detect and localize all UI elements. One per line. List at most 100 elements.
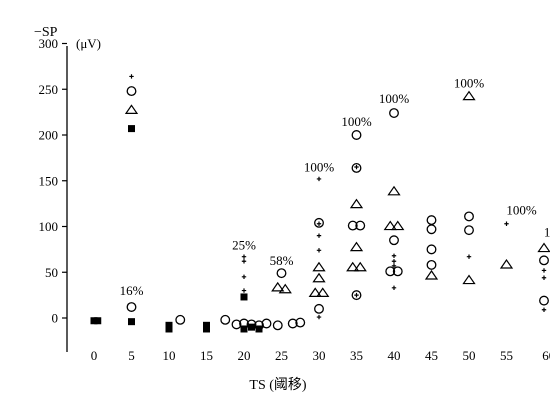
x-tick-label: 0 (91, 348, 98, 363)
circle-point (295, 317, 306, 328)
y-tick-label: 0 (52, 311, 59, 326)
x-tick-label: 45 (425, 348, 438, 363)
y-axis-title: −SP (34, 25, 58, 40)
percent-annotation: 25% (232, 237, 256, 252)
square-point (255, 325, 263, 333)
percent-annotation: 100% (379, 91, 410, 106)
square-point (165, 325, 173, 333)
circle-point (426, 224, 437, 235)
triangle-point (462, 274, 476, 285)
plus-point (354, 164, 359, 170)
plus-point (241, 259, 247, 264)
triangle-point (349, 198, 364, 209)
plus-point (541, 307, 547, 312)
triangle-point (424, 269, 439, 280)
circle-point (276, 268, 287, 279)
circle-point (175, 314, 186, 325)
y-tick-label: 300 (39, 36, 59, 51)
annotations: 16% 25% 58% 100% 100% 100% 100% 100% 100% (120, 75, 550, 298)
triangle-point (308, 287, 322, 297)
circle-point (351, 162, 362, 173)
x-tick-label: 25 (275, 348, 288, 363)
y-axis-unit: (μV) (76, 36, 101, 51)
square-point (203, 325, 210, 333)
percent-annotation: 100% (341, 114, 372, 129)
percent-annotation: 58% (270, 253, 294, 268)
square-point (90, 317, 98, 325)
square-point (240, 325, 248, 333)
plus-point (391, 285, 397, 291)
plus-point (354, 292, 359, 298)
square-point (203, 321, 210, 329)
circle-point (426, 215, 437, 226)
circle-point (220, 314, 231, 325)
x-tick-label: 20 (238, 348, 251, 363)
circle-point (426, 259, 437, 270)
triangle-point (537, 242, 550, 253)
triangle-point (387, 185, 401, 196)
x-tick-label: 30 (313, 348, 326, 363)
circle-point (126, 86, 137, 97)
circle-point (231, 319, 242, 330)
circle-point (389, 235, 399, 246)
triangle-point (462, 90, 476, 101)
plus-point (241, 288, 247, 293)
circle-point (261, 318, 272, 329)
circle-point (314, 303, 324, 314)
square-point (165, 321, 173, 329)
percent-annotation: 100% (454, 75, 485, 90)
x-tick-label: 50 (463, 348, 476, 363)
plus-point (391, 259, 397, 264)
x-tick-label: 10 (163, 348, 176, 363)
triangle-point (124, 104, 139, 114)
y-tick-label: 150 (39, 173, 59, 188)
triangle-point (278, 283, 292, 294)
x-axis-title: TS (阈移) (249, 377, 306, 393)
plus-point (316, 221, 322, 226)
x-tick-label: 40 (388, 348, 401, 363)
plus-point (541, 268, 547, 273)
triangle-point (349, 241, 364, 252)
x-tick-label: 60 dB (542, 348, 550, 363)
plus-point (391, 253, 397, 258)
circle-point (287, 318, 298, 329)
circle-point (464, 225, 474, 236)
triangle-point (499, 258, 514, 269)
triangle-point (346, 261, 360, 272)
plus-point (241, 274, 247, 280)
circle-point (126, 302, 137, 312)
circle-point (464, 211, 474, 222)
x-tick-label: 55 (500, 348, 513, 363)
circle-point (392, 266, 403, 277)
triangle-point (353, 261, 367, 272)
circle-point (347, 220, 358, 231)
plus-point (391, 263, 397, 269)
circle-point (385, 266, 396, 277)
plus-point (316, 176, 322, 182)
plus-point (129, 74, 134, 79)
plus-point (241, 254, 247, 259)
square-point (240, 293, 248, 301)
plus-point (504, 221, 509, 226)
circle-point (426, 244, 437, 255)
circle-point (272, 320, 283, 331)
data-points (90, 74, 550, 333)
x-tick-label: 35 (350, 348, 363, 363)
percent-annotation: 100% (304, 160, 335, 175)
x-tick-label: 5 (128, 348, 135, 363)
plus-point (466, 254, 472, 259)
circle-point (355, 220, 366, 231)
plus-point (316, 314, 322, 320)
y-tick-label: 100 (39, 219, 59, 234)
y-tick-label: 250 (39, 82, 59, 97)
percent-annotation: 100% (506, 203, 537, 218)
plus-point (541, 275, 547, 280)
plus-point (316, 233, 322, 238)
x-ticks: 0 5 10 15 20 25 30 35 40 45 50 55 60 dB (91, 348, 550, 363)
triangle-point (271, 281, 285, 292)
square-point (248, 323, 255, 331)
circle-point (351, 290, 362, 301)
circle-point (539, 255, 549, 266)
triangle-point (312, 272, 326, 283)
